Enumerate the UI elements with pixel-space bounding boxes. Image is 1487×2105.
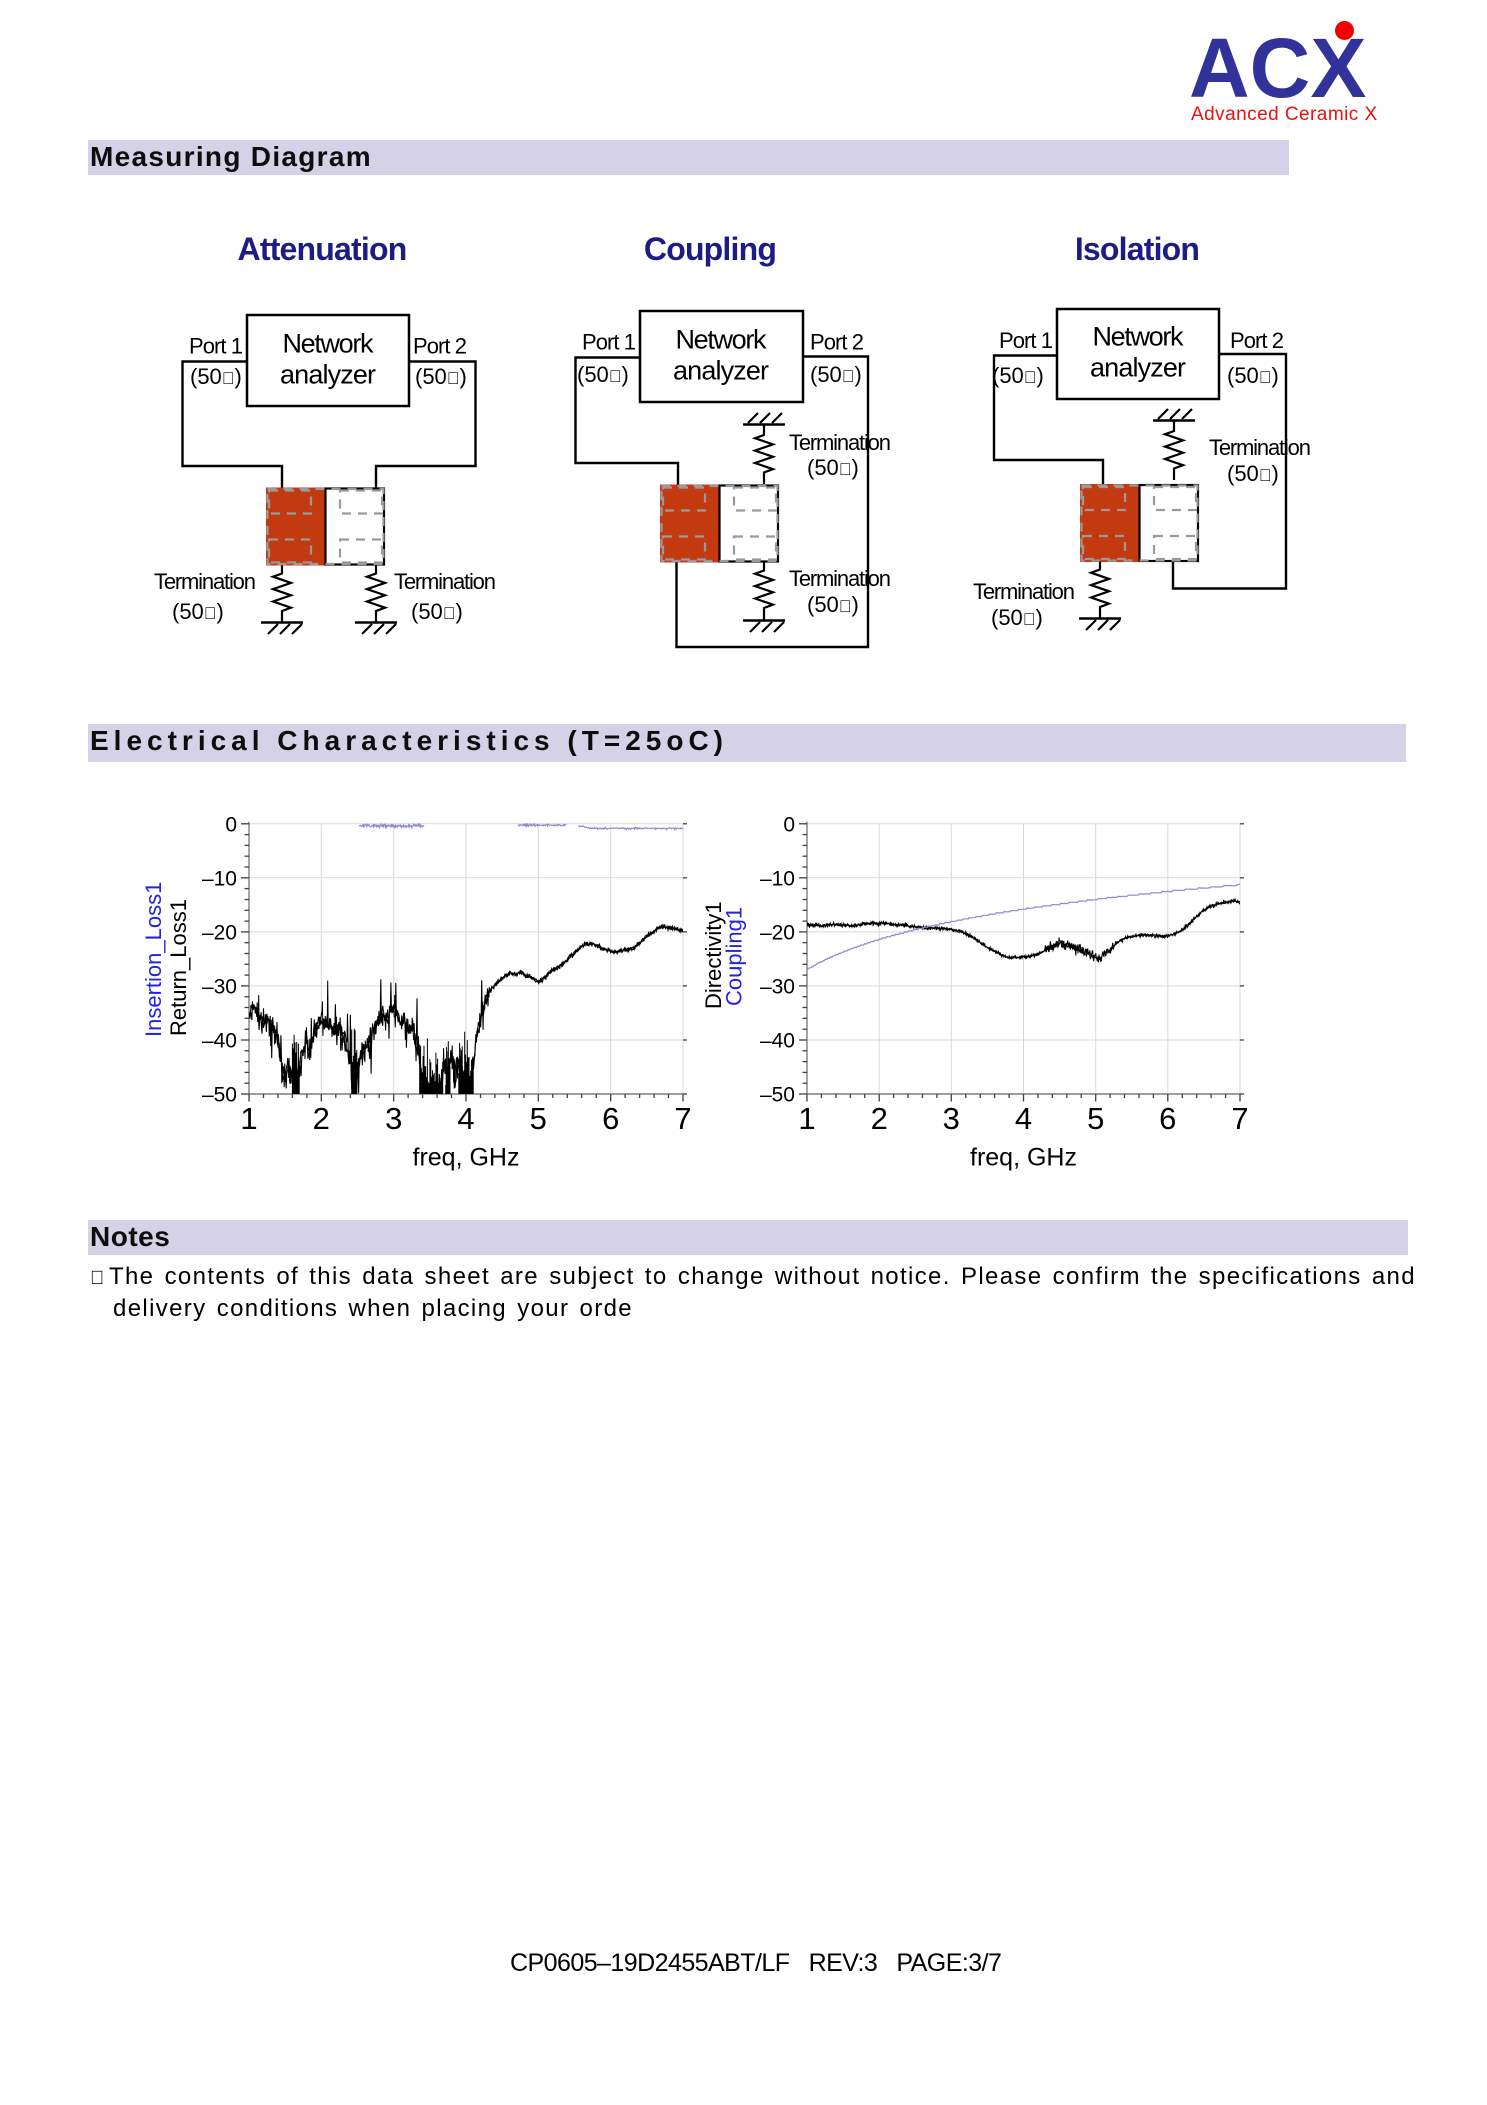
svg-text:freq, GHz: freq, GHz (413, 1144, 520, 1172)
svg-text:Directivity1: Directivity1 (701, 901, 726, 1009)
svg-text:7: 7 (674, 1101, 691, 1136)
svg-text:Network: Network (1093, 322, 1185, 352)
svg-text:3: 3 (385, 1101, 402, 1136)
svg-text:–40: –40 (202, 1030, 237, 1053)
svg-text:4: 4 (1015, 1101, 1032, 1136)
svg-text:Port 2: Port 2 (413, 334, 467, 359)
svg-text:Termination: Termination (789, 566, 891, 591)
svg-text:–20: –20 (760, 921, 795, 944)
svg-text:Network: Network (283, 329, 375, 359)
svg-text:analyzer: analyzer (1090, 353, 1186, 383)
svg-text:1: 1 (798, 1101, 815, 1136)
svg-text:(50): (50) (810, 362, 862, 387)
svg-text:–30: –30 (760, 975, 795, 998)
svg-text:Coupling1: Coupling1 (722, 907, 747, 1006)
svg-text:(50): (50) (807, 592, 859, 617)
svg-text:(50): (50) (1227, 363, 1279, 388)
svg-text:Return_Loss1: Return_Loss1 (166, 899, 191, 1036)
svg-text:Termination: Termination (789, 430, 891, 455)
svg-text:(50): (50) (415, 364, 467, 389)
svg-text:–50: –50 (202, 1084, 237, 1107)
svg-text:Termination: Termination (394, 569, 496, 594)
svg-text:2: 2 (313, 1101, 330, 1136)
svg-text:Termination: Termination (154, 569, 256, 594)
svg-text:(50): (50) (577, 362, 629, 387)
svg-text:(50): (50) (807, 455, 859, 480)
svg-text:freq, GHz: freq, GHz (970, 1144, 1077, 1172)
svg-text:5: 5 (530, 1101, 547, 1136)
svg-text:(50): (50) (411, 599, 463, 624)
svg-text:Insertion_Loss1: Insertion_Loss1 (141, 882, 166, 1037)
svg-text:(50): (50) (992, 363, 1044, 388)
svg-text:–40: –40 (760, 1030, 795, 1053)
svg-text:–50: –50 (760, 1084, 795, 1107)
svg-text:6: 6 (1159, 1101, 1176, 1136)
svg-text:Network: Network (676, 325, 768, 355)
svg-text:(50): (50) (991, 605, 1043, 630)
svg-text:(50): (50) (1227, 461, 1279, 486)
svg-text:0: 0 (783, 813, 795, 836)
svg-text:6: 6 (602, 1101, 619, 1136)
svg-text:–10: –10 (202, 867, 237, 890)
svg-text:Port 1: Port 1 (999, 328, 1053, 353)
svg-text:1: 1 (240, 1101, 257, 1136)
svg-text:Port 1: Port 1 (189, 334, 243, 359)
svg-text:–10: –10 (760, 867, 795, 890)
svg-text:Termination: Termination (973, 579, 1075, 604)
svg-text:Termination: Termination (1209, 435, 1311, 460)
svg-text:4: 4 (457, 1101, 474, 1136)
svg-text:3: 3 (943, 1101, 960, 1136)
svg-text:5: 5 (1087, 1101, 1104, 1136)
svg-text:(50): (50) (190, 364, 242, 389)
svg-text:analyzer: analyzer (280, 360, 376, 390)
svg-text:analyzer: analyzer (673, 356, 769, 386)
svg-text:0: 0 (225, 813, 237, 836)
svg-text:2: 2 (871, 1101, 888, 1136)
svg-text:–30: –30 (202, 975, 237, 998)
svg-text:(50): (50) (172, 599, 224, 624)
svg-text:Port 2: Port 2 (810, 330, 864, 355)
svg-text:7: 7 (1231, 1101, 1248, 1136)
svg-text:Port 2: Port 2 (1230, 328, 1284, 353)
svg-text:Port 1: Port 1 (582, 330, 636, 355)
svg-text:–20: –20 (202, 921, 237, 944)
